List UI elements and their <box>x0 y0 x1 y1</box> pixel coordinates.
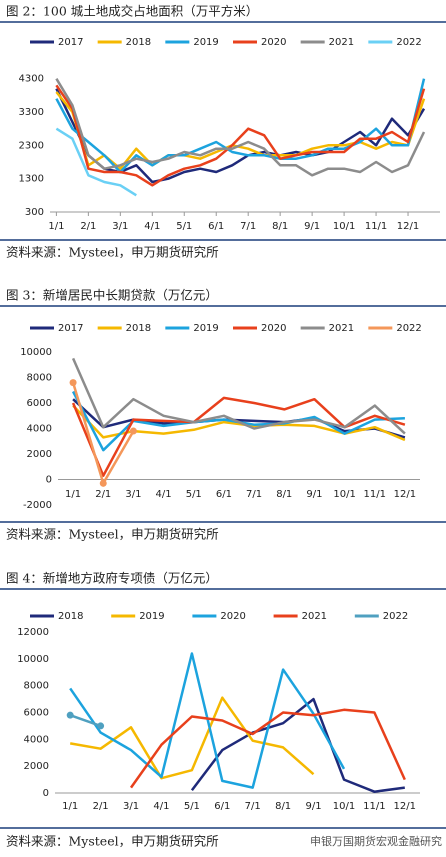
y-tick-label: 6000 <box>27 398 52 409</box>
x-tick-label: 1/1 <box>48 221 64 232</box>
series-line <box>71 396 406 477</box>
y-tick-label: -2000 <box>23 500 52 511</box>
legend-label: 2021 <box>329 323 354 334</box>
legend-label: 2022 <box>396 37 421 48</box>
source: 资料来源：Mysteel，申万期货研究所 <box>6 527 219 542</box>
x-tick-label: 9/1 <box>306 489 322 500</box>
x-tick-label: 9/1 <box>304 221 320 232</box>
legend-label: 2018 <box>58 611 83 622</box>
y-tick-label: 2000 <box>27 449 52 460</box>
x-tick-label: 3/1 <box>123 801 139 812</box>
legend-label: 2021 <box>302 611 327 622</box>
y-tick-label: 4300 <box>19 74 44 85</box>
caption: 图 3：新增居民中长期贷款（万亿元） <box>6 288 218 303</box>
legend-label: 2020 <box>261 323 286 334</box>
x-tick-label: 11/1 <box>365 221 387 232</box>
legend-label: 2018 <box>126 37 151 48</box>
x-tick-label: 2/1 <box>93 801 109 812</box>
y-tick-label: 6000 <box>24 708 49 719</box>
marker <box>97 722 105 730</box>
series-line <box>55 127 137 197</box>
watermark: 申银万国期货宏观金融研究 <box>310 834 442 848</box>
x-tick-label: 1/1 <box>65 489 81 500</box>
x-tick-label: 12/1 <box>394 801 416 812</box>
series-line <box>55 78 426 177</box>
caption: 图 4：新增地方政府专项债（万亿元） <box>6 571 218 586</box>
series-line <box>71 357 406 435</box>
legend-label: 2019 <box>193 323 218 334</box>
marker <box>129 427 137 435</box>
x-tick-label: 4/1 <box>144 221 160 232</box>
legend-label: 2017 <box>58 323 83 334</box>
x-tick-label: 10/1 <box>333 221 355 232</box>
x-tick-label: 6/1 <box>208 221 224 232</box>
x-tick-label: 9/1 <box>305 801 321 812</box>
y-tick-label: 0 <box>43 788 49 799</box>
x-tick-label: 7/1 <box>240 221 256 232</box>
series-line <box>55 91 426 170</box>
y-tick-label: 0 <box>46 475 52 486</box>
x-tick-label: 5/1 <box>186 489 202 500</box>
x-tick-label: 2/1 <box>80 221 96 232</box>
legend-label: 2020 <box>220 611 245 622</box>
legend-label: 2019 <box>193 37 218 48</box>
legend-label: 2019 <box>139 611 164 622</box>
y-tick-label: 300 <box>25 207 44 218</box>
x-tick-label: 11/1 <box>363 801 385 812</box>
series-line <box>55 84 426 187</box>
x-tick-label: 5/1 <box>176 221 192 232</box>
x-tick-label: 7/1 <box>245 801 261 812</box>
x-tick-label: 12/1 <box>394 489 416 500</box>
series-line <box>69 696 315 780</box>
y-tick-label: 8000 <box>24 681 49 692</box>
y-tick-label: 4000 <box>24 734 49 745</box>
marker <box>66 711 74 719</box>
series-line <box>190 697 405 793</box>
caption: 图 2：100 城土地成交占地面积（万平方米） <box>6 4 258 19</box>
x-tick-label: 3/1 <box>125 489 141 500</box>
x-tick-label: 8/1 <box>272 221 288 232</box>
source: 资料来源：Mysteel，申万期货研究所 <box>6 834 219 849</box>
y-tick-label: 8000 <box>27 373 52 384</box>
x-tick-label: 10/1 <box>333 489 355 500</box>
y-tick-label: 2300 <box>19 140 44 151</box>
x-tick-label: 8/1 <box>275 801 291 812</box>
y-tick-label: 10000 <box>17 654 49 665</box>
x-tick-label: 6/1 <box>214 801 230 812</box>
x-tick-label: 2/1 <box>95 489 111 500</box>
y-tick-label: 4000 <box>27 424 52 435</box>
series-line <box>55 78 426 174</box>
y-tick-label: 10000 <box>20 347 52 358</box>
x-tick-label: 7/1 <box>246 489 262 500</box>
legend-label: 2020 <box>261 37 286 48</box>
y-tick-label: 2000 <box>24 761 49 772</box>
marker <box>99 479 107 487</box>
x-tick-label: 4/1 <box>153 801 169 812</box>
series-line <box>69 652 346 789</box>
x-tick-label: 1/1 <box>62 801 78 812</box>
series-line <box>69 714 102 728</box>
y-tick-label: 1300 <box>19 174 44 185</box>
x-tick-label: 8/1 <box>276 489 292 500</box>
series-line <box>129 708 406 789</box>
x-tick-label: 4/1 <box>156 489 172 500</box>
legend-label: 2021 <box>329 37 354 48</box>
legend-label: 2022 <box>396 323 421 334</box>
legend-label: 2017 <box>58 37 83 48</box>
x-tick-label: 3/1 <box>112 221 128 232</box>
y-tick-label: 12000 <box>17 627 49 638</box>
x-tick-label: 10/1 <box>333 801 355 812</box>
x-tick-label: 6/1 <box>216 489 232 500</box>
y-tick-label: 3300 <box>19 107 44 118</box>
legend-label: 2022 <box>383 611 408 622</box>
legend-label: 2018 <box>126 323 151 334</box>
marker <box>69 379 77 387</box>
source: 资料来源：Mysteel，申万期货研究所 <box>6 245 219 260</box>
x-tick-label: 5/1 <box>184 801 200 812</box>
x-tick-label: 12/1 <box>397 221 419 232</box>
x-tick-label: 11/1 <box>364 489 386 500</box>
